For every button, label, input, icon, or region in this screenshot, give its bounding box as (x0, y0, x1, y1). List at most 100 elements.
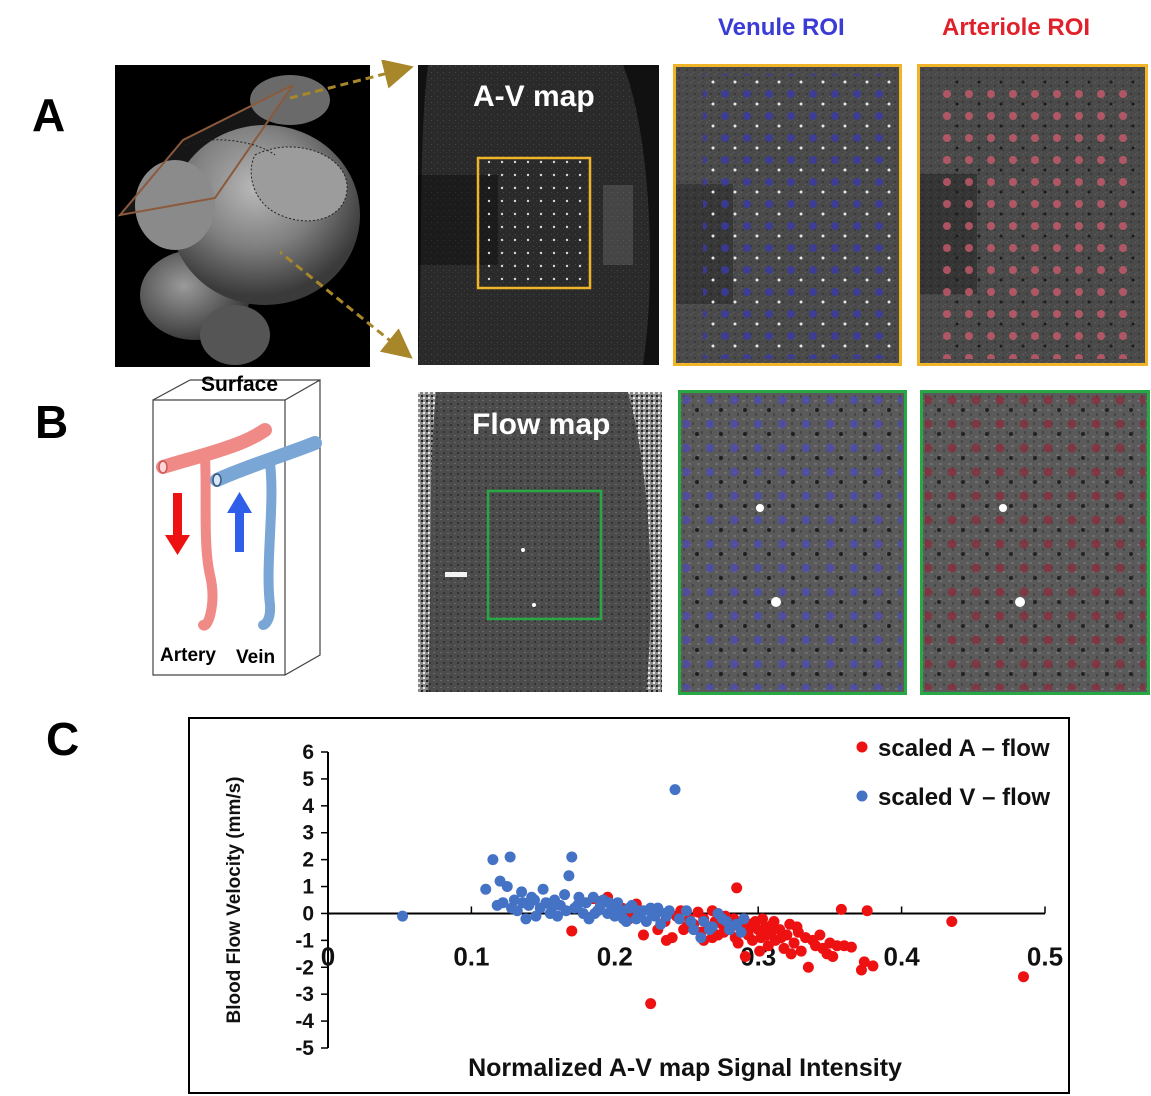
brain-rendering-image (115, 65, 370, 367)
y-tick-label: -1 (295, 929, 314, 952)
y-tick-label: 6 (302, 741, 314, 764)
vein-point (572, 899, 584, 911)
artery-point (788, 937, 800, 949)
vein-point (397, 910, 409, 922)
vein-point (563, 870, 575, 882)
artery-point (827, 951, 839, 963)
vein-point (673, 913, 685, 925)
vein-point (504, 851, 516, 863)
x-axis-label: Normalized A-V map Signal Intensity (468, 1054, 902, 1082)
artery-point (754, 945, 766, 957)
vein-point (685, 916, 697, 928)
artery-point (791, 921, 803, 933)
artery-point (732, 937, 744, 949)
artery-point (678, 924, 690, 936)
artery-point (748, 921, 760, 933)
artery-point (795, 945, 807, 957)
vein-point (480, 883, 492, 895)
vein-point (646, 907, 658, 919)
vein-point (738, 913, 750, 925)
artery-point (845, 941, 857, 953)
y-tick-label: -5 (295, 1037, 314, 1060)
vein-point (516, 886, 528, 898)
vein-point (612, 897, 624, 909)
vein-point (506, 902, 518, 914)
artery-point (861, 905, 873, 917)
vein-point (660, 910, 672, 922)
vein-point (698, 916, 710, 928)
venule-roi-title: Venule ROI (718, 14, 845, 41)
legend-label: scaled A – flow (878, 735, 1050, 762)
flow-map-image (418, 392, 662, 692)
legend-label: scaled V – flow (878, 784, 1050, 811)
av-map-label: A-V map (473, 80, 595, 113)
vein-point (517, 897, 529, 909)
arteriole-roi-title: Arteriole ROI (942, 14, 1091, 41)
x-tick-label: 0.4 (884, 941, 921, 971)
vein-point (640, 916, 652, 928)
artery-point (761, 929, 773, 941)
vein-point (537, 883, 549, 895)
av-zoom-box (476, 156, 592, 290)
artery-point (739, 951, 751, 963)
panel-letter-b: B (35, 396, 69, 448)
arteriole-roi-flow-image (920, 390, 1150, 695)
y-tick-label: 0 (302, 902, 314, 925)
artery-point (768, 916, 780, 928)
vein-point (589, 907, 601, 919)
x-tick-label: 0.2 (597, 941, 633, 971)
y-tick-label: 2 (302, 849, 314, 872)
artery-point (645, 998, 657, 1010)
surface-label: Surface (201, 373, 279, 396)
artery-label: Artery (160, 645, 216, 666)
y-tick-label: -3 (295, 983, 314, 1006)
vein-point (695, 932, 707, 944)
y-tick-label: 4 (302, 795, 314, 818)
vein-point (703, 924, 715, 936)
vein-point (681, 905, 692, 917)
vein-label: Vein (236, 647, 276, 668)
artery-point (785, 948, 797, 960)
arteriole-roi-av-image (917, 64, 1148, 366)
vein-point (735, 926, 747, 938)
venule-roi-flow-image (678, 390, 907, 695)
artery-point (835, 903, 847, 915)
vein-point (632, 905, 644, 917)
x-tick-label: 0 (321, 941, 335, 971)
y-tick-label: -2 (295, 956, 314, 979)
vein-point (587, 891, 599, 903)
y-axis-label: Blood Flow Velocity (mm/s) (224, 776, 245, 1023)
y-tick-label: 5 (302, 768, 314, 791)
av-map-image (418, 65, 659, 365)
vein-point (655, 918, 667, 930)
artery-point (566, 925, 578, 937)
vein-point (559, 889, 571, 901)
artery-point (802, 961, 814, 973)
legend-marker (856, 790, 868, 802)
vein-point (528, 894, 540, 906)
artery-flow-arrow (173, 493, 182, 541)
y-tick-label: -4 (295, 1010, 314, 1033)
y-tick-label: 3 (302, 822, 314, 845)
vein-point (491, 899, 503, 911)
vein-point (603, 897, 615, 909)
vein-point (520, 913, 532, 925)
vein-flow-arrow (235, 510, 244, 552)
vessel-schematic (152, 378, 322, 676)
artery-point (946, 916, 958, 928)
vein-point (721, 916, 733, 928)
x-tick-label: 0.1 (453, 941, 489, 971)
vein-point (546, 902, 558, 914)
vein-point (551, 910, 563, 922)
vein-point (617, 913, 629, 925)
series-vein (397, 784, 750, 944)
chart-frame (188, 717, 1070, 1094)
venule-roi-av-image (673, 64, 902, 366)
zoom-guide-arrows (280, 60, 414, 359)
artery-point (731, 882, 743, 894)
flow-map-label: Flow map (472, 408, 611, 441)
artery-point (637, 929, 649, 941)
flow-zoom-box (486, 489, 603, 621)
vein-point (487, 854, 499, 866)
